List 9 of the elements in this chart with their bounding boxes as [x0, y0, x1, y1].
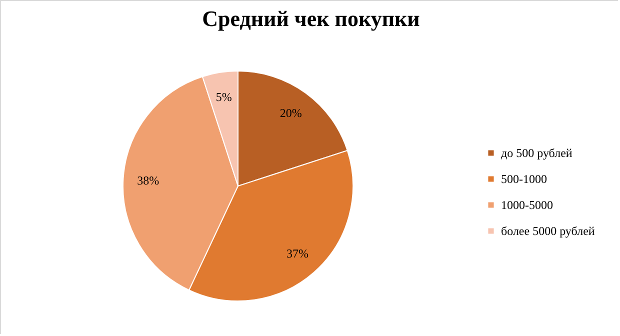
data-label: 20%	[280, 106, 302, 120]
chart-title: Средний чек покупки	[202, 6, 420, 31]
data-label: 37%	[286, 246, 309, 261]
data-label: 5%	[216, 90, 232, 104]
legend-label: 1000-5000	[501, 198, 553, 212]
legend-label: 500-1000	[501, 172, 547, 186]
legend-label: до 500 рублей	[501, 146, 573, 160]
legend-label: более 5000 рублей	[501, 224, 596, 238]
data-label: 38%	[137, 173, 160, 188]
